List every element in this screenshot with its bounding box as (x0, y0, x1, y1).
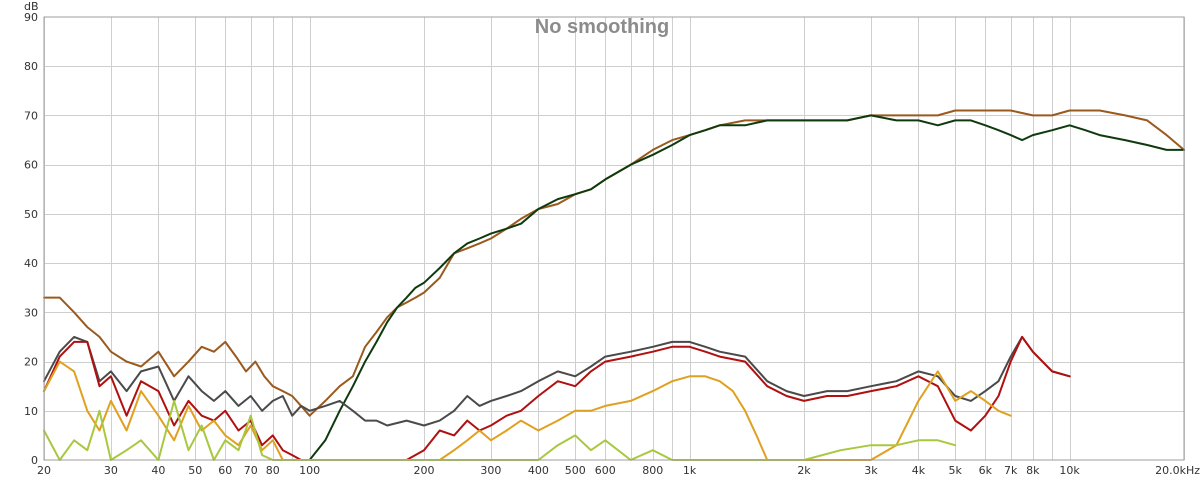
x-tick-label: 30 (104, 464, 118, 477)
x-tick-label: 6k (979, 464, 993, 477)
x-tick-label: 20 (37, 464, 51, 477)
grid-lines (44, 17, 1185, 460)
x-tick-label: 1k (683, 464, 697, 477)
x-tick-label: 400 (528, 464, 549, 477)
x-tick-label: 5k (949, 464, 963, 477)
x-tick-label: 70 (244, 464, 258, 477)
x-tick-label: 8k (1026, 464, 1040, 477)
series-layer (43, 109, 1185, 461)
x-tick-label: 60 (218, 464, 232, 477)
x-tick-label: 20.0k (1155, 464, 1186, 477)
x-tick-label: 800 (642, 464, 663, 477)
y-tick-label: 40 (24, 257, 38, 270)
y-tick-label: 30 (24, 306, 38, 319)
plot-frame (43, 16, 1185, 461)
x-tick-labels: 20 30 40 50 60 70 80 100 200 300 400 500 600 800 1k 2k 3… (37, 464, 1187, 477)
x-axis-unit: Hz (1186, 464, 1200, 477)
x-tick-label: 600 (595, 464, 616, 477)
series-line-1 (43, 109, 1185, 417)
y-tick-label: 20 (24, 356, 38, 369)
y-tick-label: 90 (24, 11, 38, 24)
x-tick-label: 50 (188, 464, 202, 477)
series-line-2 (308, 114, 1185, 461)
y-tick-label: 60 (24, 159, 38, 172)
x-tick-label: 10k (1059, 464, 1080, 477)
series-line-3 (43, 335, 1071, 427)
x-tick-label: 40 (151, 464, 165, 477)
x-tick-label: 7k (1004, 464, 1018, 477)
x-tick-label: 300 (480, 464, 501, 477)
x-tick-label: 3k (864, 464, 878, 477)
y-tick-label: 10 (24, 405, 38, 418)
x-tick-label: 200 (414, 464, 435, 477)
x-tick-label: 80 (266, 464, 280, 477)
y-tick-label: 70 (24, 109, 38, 122)
x-tick-label: 500 (565, 464, 586, 477)
x-tick-label: 2k (797, 464, 811, 477)
y-tick-label: 80 (24, 60, 38, 73)
x-tick-label: 4k (912, 464, 926, 477)
y-tick-labels: 0 10 20 30 40 50 60 70 80 90 (24, 11, 38, 467)
y-tick-label: 50 (24, 208, 38, 221)
y-axis-label: dB (24, 0, 39, 13)
x-tick-label: 100 (299, 464, 320, 477)
chart-title: No smoothing (535, 16, 669, 38)
y-tick-label: 0 (31, 454, 38, 467)
